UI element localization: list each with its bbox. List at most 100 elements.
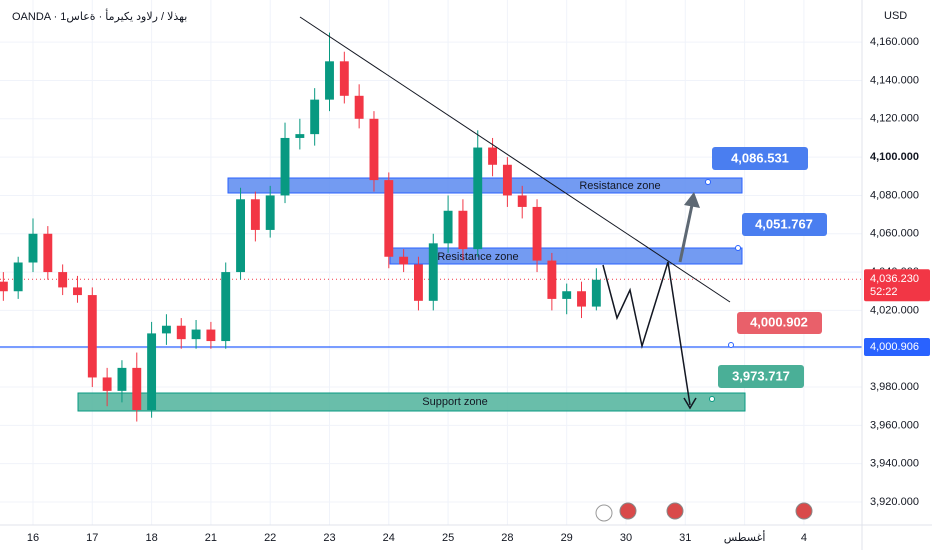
x-tick-label: 18 xyxy=(145,532,157,544)
candle-body xyxy=(117,367,127,391)
candle-body xyxy=(384,180,394,257)
x-tick-label: 17 xyxy=(86,532,98,544)
candle-body xyxy=(577,291,586,307)
candle-body xyxy=(132,367,142,411)
candle-body xyxy=(310,99,320,135)
y-tick-label: 4,080.000 xyxy=(870,189,919,201)
candle-body xyxy=(236,199,245,273)
last-price-tag xyxy=(864,269,930,302)
annotation-box xyxy=(737,312,822,334)
candle-body xyxy=(221,272,231,342)
x-tick-label: 28 xyxy=(501,532,513,544)
x-tick-label: 23 xyxy=(323,532,335,544)
x-tick-label: 24 xyxy=(383,532,395,544)
x-tick-label: 22 xyxy=(264,532,276,544)
symbol-title: OANDA · بهذلا / رلاود يكيرمأ · ةعاس1 xyxy=(12,8,187,23)
annotation: 4,000.902 xyxy=(750,314,808,329)
x-tick-label: 25 xyxy=(442,532,454,544)
event-icon[interactable] xyxy=(619,502,637,520)
candle-body xyxy=(87,295,97,378)
candle-body xyxy=(73,287,82,296)
y-tick-label: 4,060.000 xyxy=(870,228,919,240)
y-tick-label: 3,960.000 xyxy=(870,419,919,431)
candle-body xyxy=(413,264,423,301)
candle-body xyxy=(458,210,468,250)
candle-body xyxy=(547,260,557,299)
candle-body xyxy=(102,377,112,391)
y-tick-label: 4,160.000 xyxy=(870,36,919,48)
x-tick-label: 31 xyxy=(679,532,691,544)
countdown: 52:22 xyxy=(870,286,898,298)
candle-body xyxy=(280,137,290,196)
x-tick-label: 4 xyxy=(801,532,807,544)
y-tick-label: 3,920.000 xyxy=(870,496,919,508)
projection-path xyxy=(602,261,691,406)
zone-label: Support zone xyxy=(422,396,487,408)
annotation: 4,051.767 xyxy=(755,216,813,231)
resistance-zone xyxy=(227,177,743,194)
candle-body xyxy=(591,279,601,307)
x-tick-label: أغسطس xyxy=(724,530,766,544)
candle-body xyxy=(488,147,498,165)
y-tick-label: 4,140.000 xyxy=(870,74,919,86)
arrow-head xyxy=(684,192,700,208)
candle-body xyxy=(428,243,438,301)
candle-body xyxy=(354,95,364,119)
y-tick-label: 3,940.000 xyxy=(870,458,919,470)
x-tick-label: 21 xyxy=(205,532,217,544)
annotation-box xyxy=(742,213,827,236)
y-tick-label: 4,120.000 xyxy=(870,113,919,125)
anchor xyxy=(705,179,711,185)
candle-body xyxy=(265,195,275,230)
candle-body xyxy=(43,233,53,273)
candle-body xyxy=(517,195,527,207)
y-tick-label: 3,980.000 xyxy=(870,381,919,393)
candle-body xyxy=(502,164,512,196)
annotation-box xyxy=(712,147,808,170)
annotation-box xyxy=(718,365,804,388)
up-arrow xyxy=(678,204,694,263)
axes: 3,920.000 3,940.000 3,960.000 3,980.000 4,00… xyxy=(27,36,930,544)
candle-body xyxy=(0,281,8,292)
arrow-head xyxy=(683,397,697,410)
candle-body xyxy=(473,147,483,250)
event-icon[interactable] xyxy=(795,502,813,520)
candle-body xyxy=(13,262,23,292)
anchor xyxy=(735,245,741,251)
last-price-label: 4,036.230 xyxy=(870,273,919,285)
currency: USD xyxy=(884,10,907,22)
level-tag xyxy=(864,337,930,356)
candle-body xyxy=(443,210,453,244)
support-zone xyxy=(77,392,746,412)
candle-body xyxy=(176,325,186,340)
candle-body xyxy=(399,256,409,265)
anchor xyxy=(728,342,734,348)
candle-body xyxy=(161,325,171,334)
candle-body xyxy=(325,61,334,100)
x-tick-label: 30 xyxy=(620,532,632,544)
anchor xyxy=(709,396,715,402)
candle-body xyxy=(339,61,349,96)
level-tag-label: 4,000.906 xyxy=(870,341,919,353)
candle-body xyxy=(562,291,572,299)
candle-body xyxy=(28,233,38,263)
y-tick-label: 4,020.000 xyxy=(870,304,919,316)
candle-body xyxy=(58,272,68,288)
y-tick-label: 4,100.000 xyxy=(870,151,919,163)
event-icon[interactable] xyxy=(666,502,684,520)
candles xyxy=(0,32,601,422)
candle-body xyxy=(369,118,379,181)
annotation: 4,086.531 xyxy=(731,150,789,165)
candle-body xyxy=(295,134,305,138)
candle-body xyxy=(147,333,157,411)
candle-body xyxy=(191,329,201,340)
trend-line xyxy=(299,16,731,303)
zone-label: Resistance zone xyxy=(437,251,518,263)
candle-body xyxy=(532,206,542,261)
annotation: 3,973.717 xyxy=(732,368,790,383)
event-icon[interactable] xyxy=(595,504,613,522)
zone-label: Resistance zone xyxy=(579,180,660,192)
